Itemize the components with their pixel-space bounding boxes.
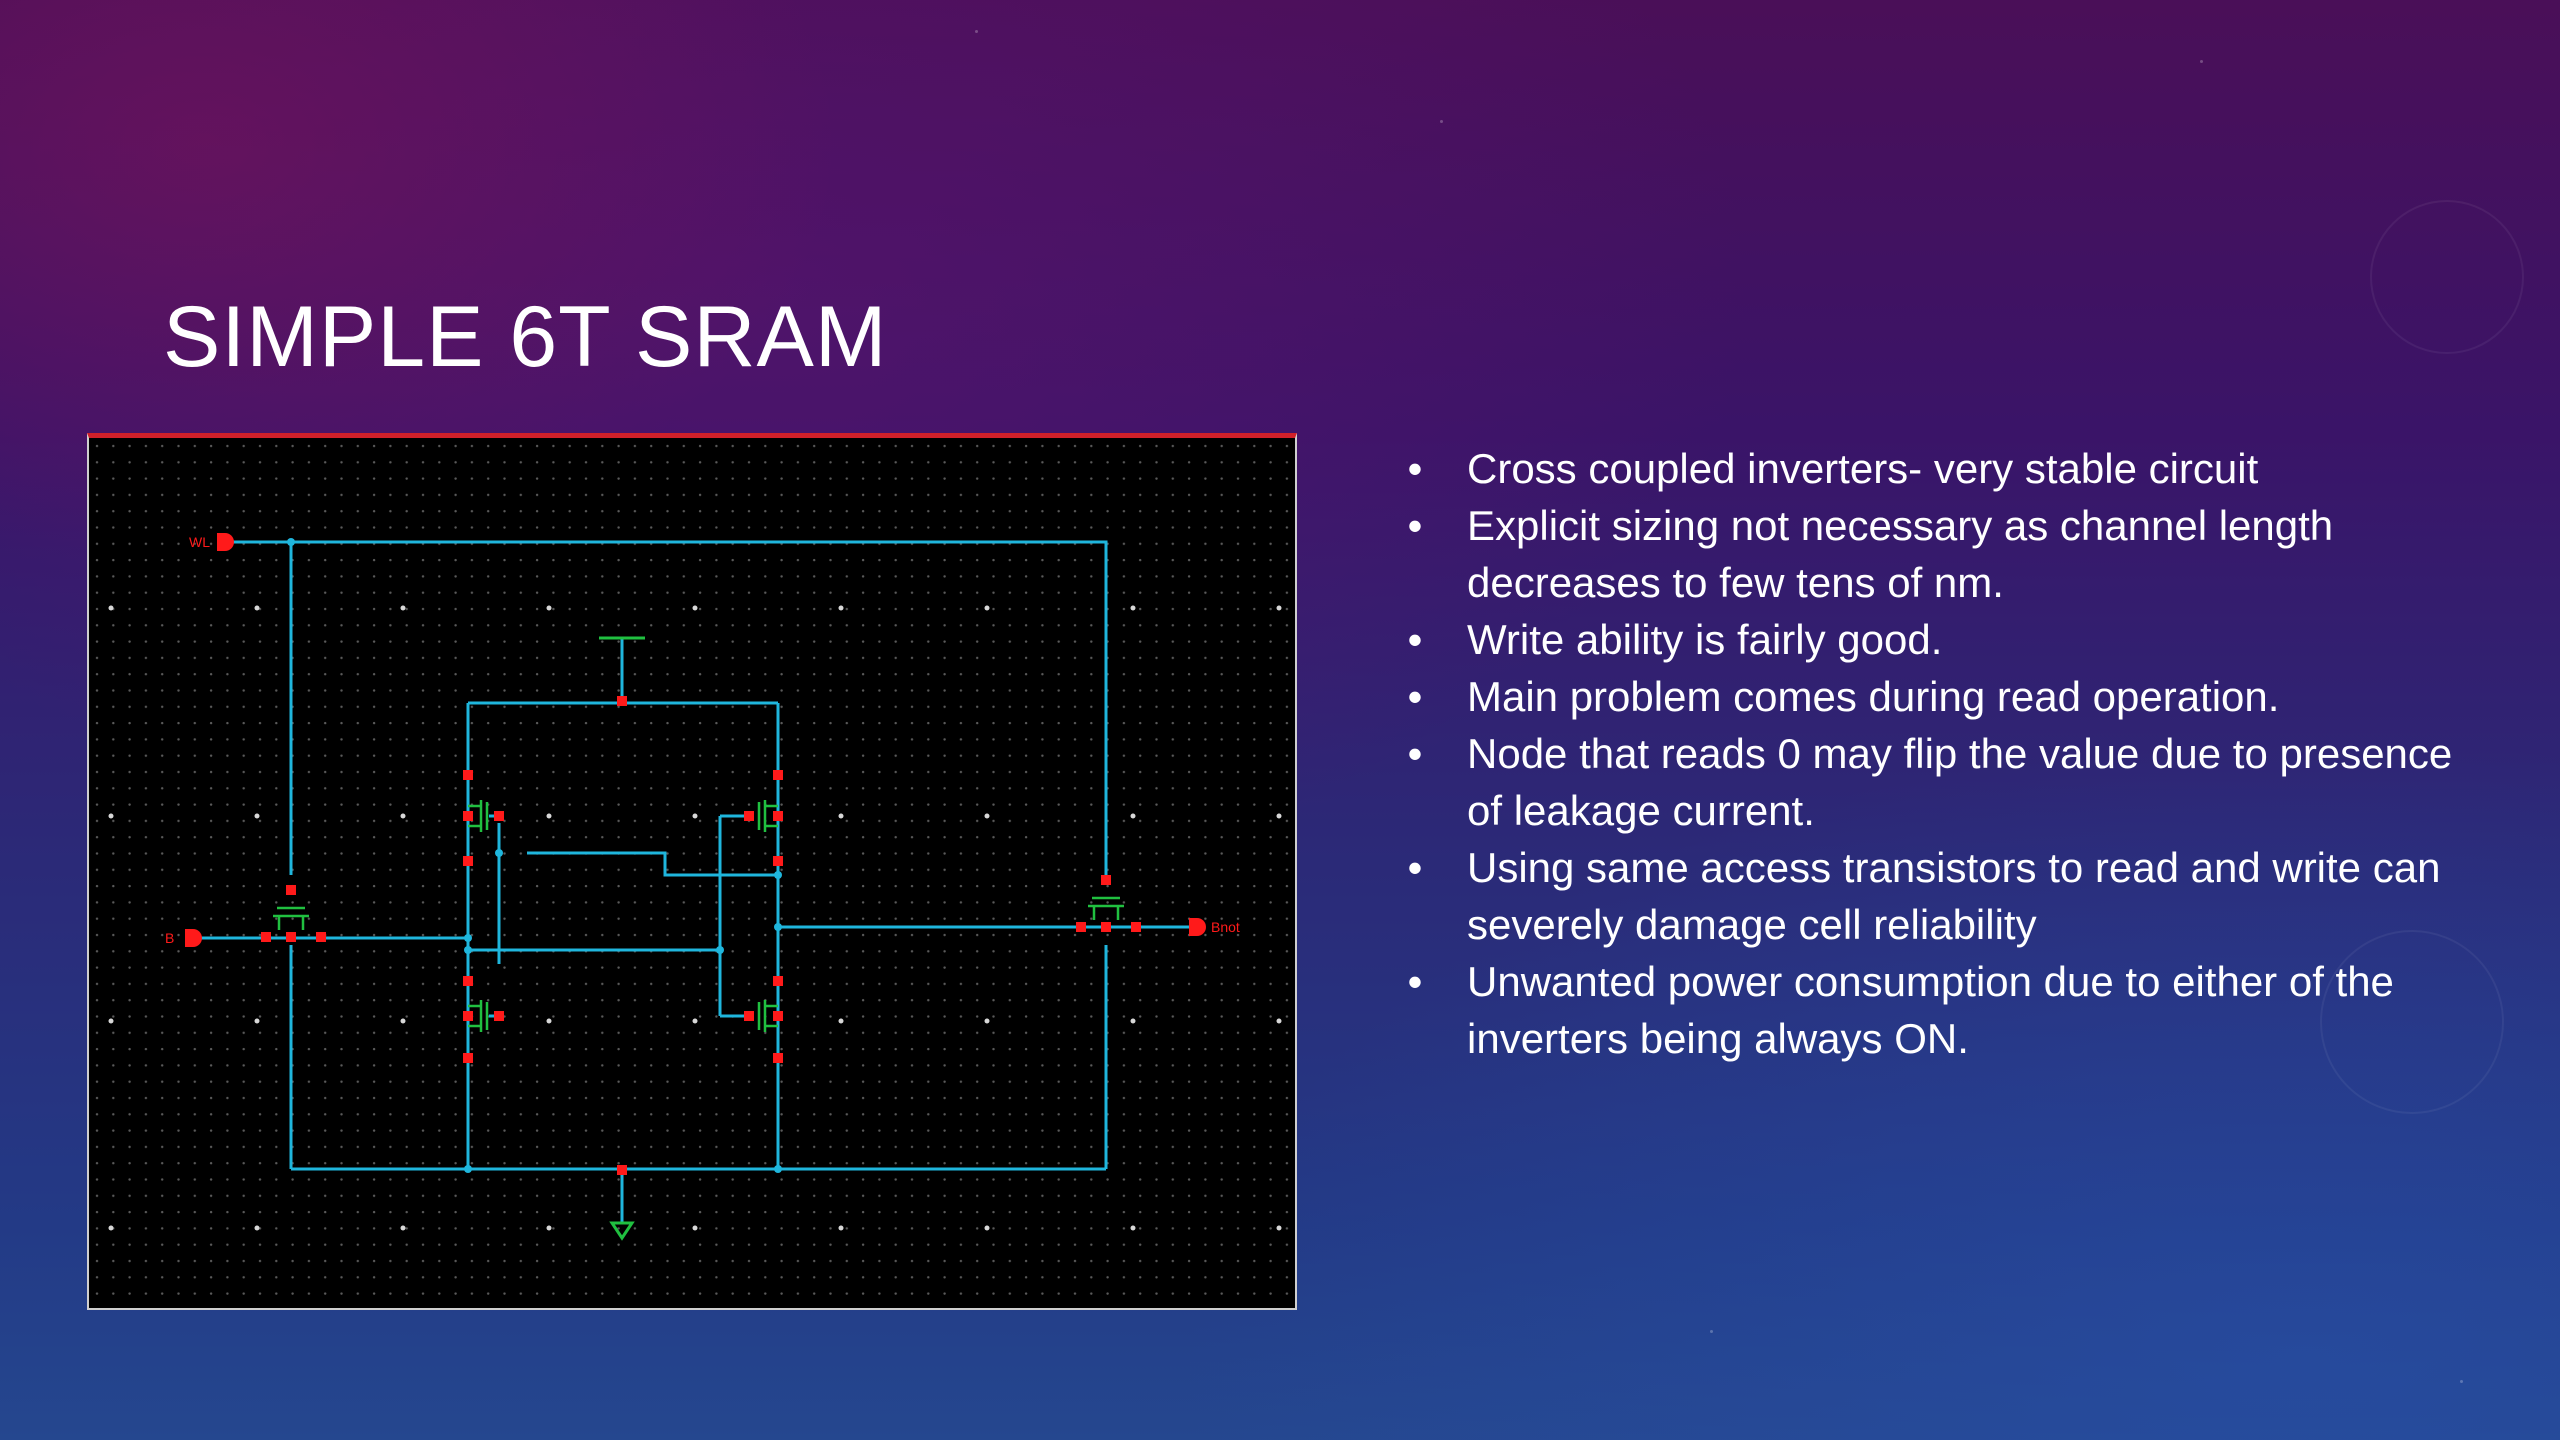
wires xyxy=(199,540,1189,1223)
bullet-dot: • xyxy=(1407,673,1423,720)
background-speck xyxy=(975,30,978,33)
bullet-text: Explicit sizing not necessary as channel… xyxy=(1467,502,2334,606)
bit-label: B xyxy=(165,930,174,946)
major-grid-dots xyxy=(108,605,1282,1231)
junction-dots xyxy=(287,538,782,1173)
bullet-dot: • xyxy=(1407,844,1423,891)
bullet-text: Unwanted power consumption due to either… xyxy=(1467,958,2394,1062)
wordline-wire xyxy=(229,540,1108,875)
background-speck xyxy=(1440,120,1443,123)
bullet-item: • Explicit sizing not necessary as channe… xyxy=(1405,497,2465,611)
wordline-pin: WL xyxy=(189,533,234,551)
schematic-canvas: WL B Bnot xyxy=(89,438,1295,1308)
left-pmos xyxy=(468,800,489,832)
bullet-item: • Unwanted power consumption due to eithe… xyxy=(1405,953,2465,1067)
decorative-ring xyxy=(2320,930,2504,1114)
bullet-item: • Cross coupled inverters- very stable ci… xyxy=(1405,440,2465,497)
bit-pin: B xyxy=(165,929,202,947)
bullet-text: Write ability is fairly good. xyxy=(1467,616,1943,663)
right-nmos xyxy=(757,1000,778,1032)
terminal-markers xyxy=(261,696,1141,1175)
bullet-dot: • xyxy=(1407,958,1423,1005)
right-pmos xyxy=(757,800,778,832)
bullet-text: Main problem comes during read operation… xyxy=(1467,673,2280,720)
left-nmos xyxy=(468,1000,489,1032)
wordline-label: WL xyxy=(189,534,210,550)
bullet-dot: • xyxy=(1407,730,1423,777)
bullet-item: • Node that reads 0 may flip the value du… xyxy=(1405,725,2465,839)
bullet-text: Node that reads 0 may flip the value due… xyxy=(1467,730,2453,834)
bullet-dot: • xyxy=(1407,616,1423,663)
bullet-item: • Write ability is fairly good. xyxy=(1405,611,2465,668)
right-access-transistor xyxy=(1088,896,1124,920)
bitbar-pin: Bnot xyxy=(1189,918,1240,936)
transistors xyxy=(273,800,1124,1032)
bullet-list: • Cross coupled inverters- very stable ci… xyxy=(1405,440,2465,1067)
sram-schematic: WL B Bnot xyxy=(87,433,1297,1310)
background-speck xyxy=(2200,60,2203,63)
schematic-grid xyxy=(89,438,1295,1308)
slide-title: SIMPLE 6T SRAM xyxy=(163,288,888,385)
bullet-text: Using same access transistors to read an… xyxy=(1467,844,2441,948)
bullet-dot: • xyxy=(1407,502,1423,549)
left-access-transistor xyxy=(273,906,309,930)
bullet-dot: • xyxy=(1407,445,1423,492)
bullet-item: • Main problem comes during read operatio… xyxy=(1405,668,2465,725)
bullet-text: Cross coupled inverters- very stable cir… xyxy=(1467,445,2259,492)
background-speck xyxy=(2460,1380,2463,1383)
bitbar-label: Bnot xyxy=(1211,919,1240,935)
ground-symbol xyxy=(609,1221,635,1241)
decorative-ring xyxy=(2370,200,2524,354)
bullet-item: • Using same access transistors to read a… xyxy=(1405,839,2465,953)
background-speck xyxy=(1710,1330,1713,1333)
